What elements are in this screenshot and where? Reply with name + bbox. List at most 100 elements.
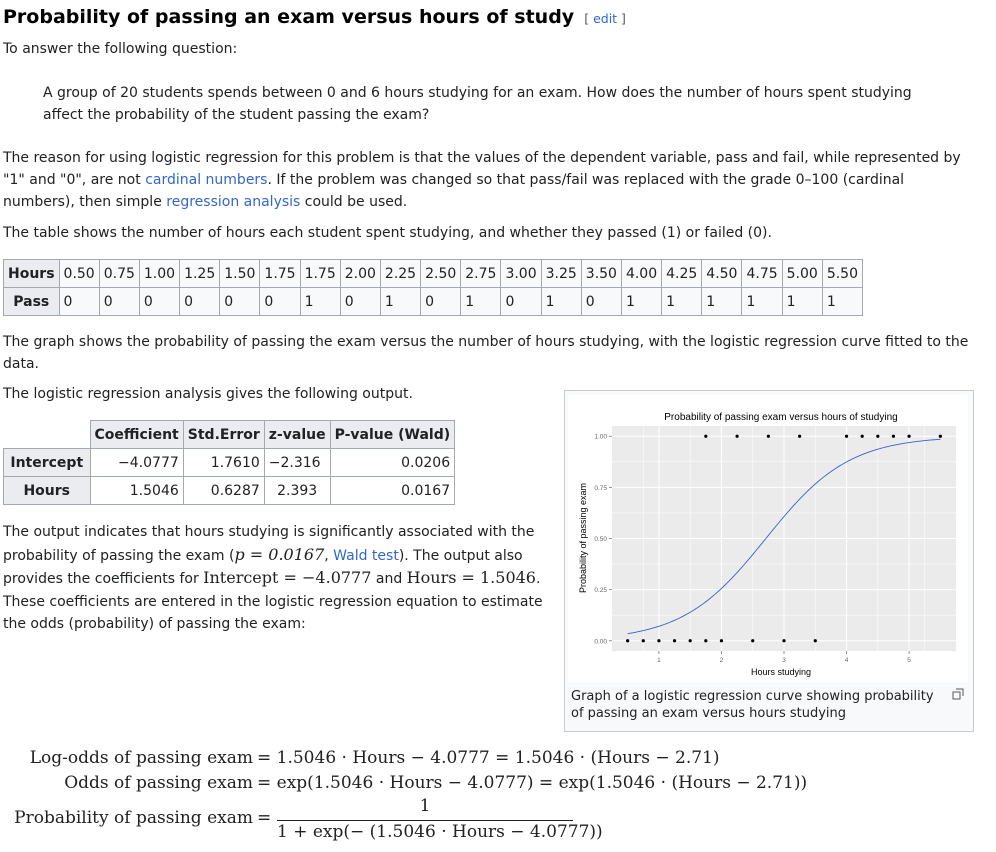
hours-pass-table: Hours 0.50 0.75 1.00 1.25 1.50 1.75 1.75… [3,259,863,316]
y-tick-label: 0.00 [594,638,607,645]
p-value-cell: 0.0206 [329,448,456,477]
pass-cell: 1 [620,287,663,316]
data-point [735,434,739,438]
pass-cell: 0 [420,287,462,316]
data-point [641,639,645,643]
pass-cell: 0 [98,287,140,316]
data-point [844,434,849,438]
pass-row: Pass 0 0 0 0 0 0 1 0 1 0 1 0 1 0 1 1 1 1… [3,287,863,316]
hours-math: Hours = 1.5046 [406,568,536,587]
pass-cell: 1 [821,287,863,316]
equation-1-lhs: Log-odds of passing exam [29,748,253,768]
x-tick-label: 3 [782,657,786,664]
table-intro: The table shows the number of hours each… [3,225,772,241]
reason-paragraph: The reason for using logistic regression… [3,150,961,210]
table-row: Intercept −4.0777 1.7610 −2.316 0.0206 [3,448,456,477]
table-row: Hours 1.5046 0.6287 2.393 0.0167 [3,476,456,505]
data-point [860,434,864,438]
logistic-regression-chart[interactable]: Probability of passing exam versus hours… [568,395,968,682]
regression-corner [4,421,91,449]
data-point [751,639,755,643]
pass-cell: 0 [58,287,100,316]
chart-title: Probability of passing exam versus hours… [664,412,897,423]
y-tick-label: 1.00 [594,434,607,441]
hours-row: Hours 0.50 0.75 1.00 1.25 1.50 1.75 1.75… [3,259,863,288]
equation-1-rhs: = 1.5046 · Hours − 4.0777 = 1.5046 · (Ho… [257,748,720,768]
fraction-bar [277,820,573,821]
data-point [891,434,896,438]
graph-intro: The graph shows the probability of passi… [3,334,969,372]
equation-2-rhs: = exp(1.5046 · Hours − 4.0777) = exp(1.5… [257,773,808,793]
hours-cell: 2.75 [460,259,502,288]
x-tick-label: 4 [845,657,849,664]
row-label: Intercept [3,448,91,477]
pass-row-label: Pass [3,287,60,316]
pass-cell: 1 [379,287,422,316]
pass-cell: 1 [299,287,341,316]
data-point [782,639,786,643]
col-z-value: z-value [263,420,331,449]
regression-analysis-link[interactable]: regression analysis [166,194,301,210]
y-tick-label: 0.25 [594,587,607,594]
equation-3-equals: = [257,808,272,828]
hours-cell: 4.50 [701,259,743,288]
hours-cell: 1.00 [138,259,181,288]
col-std-error: Std.Error [182,420,265,449]
hours-cell: 1.50 [219,259,261,288]
fraction-numerator: 1 [419,796,431,816]
hours-cell: 2.25 [379,259,422,288]
y-tick-label: 0.75 [594,485,607,492]
regression-header-row: Coefficient Std.Error z-value P-value (W… [4,420,456,449]
analysis-intro: The logistic regression analysis gives t… [3,386,413,402]
hours-cell: 0.50 [58,259,100,288]
x-axis-label: Hours studying [751,667,811,677]
data-point [704,639,708,643]
edit-link[interactable]: edit [593,11,618,26]
section-heading: Probability of passing an exam versus ho… [3,6,626,28]
question-quote: A group of 20 students spends between 0 … [43,85,912,123]
y-axis-label: Probability of passing exam [578,483,588,593]
pass-cell: 1 [460,287,502,316]
hours-cell: 2.00 [339,259,381,288]
std-error-cell: 0.6287 [182,476,265,505]
data-point [907,434,911,438]
magnify-clip-icon[interactable] [952,688,964,700]
col-coefficient: Coefficient [89,420,184,449]
hours-cell: 5.50 [821,259,863,288]
hours-cell: 4.75 [741,259,783,288]
data-point [672,639,677,643]
cardinal-numbers-link[interactable]: cardinal numbers [145,172,268,188]
pass-cell: 0 [259,287,301,316]
fraction-denominator: 1 + exp(− (1.5046 · Hours − 4.0777)) [277,822,603,842]
regression-table: Coefficient Std.Error z-value P-value (W… [3,420,456,505]
row-label: Hours [3,476,91,505]
z-value-cell: −2.316 [263,448,331,477]
hours-cell: 4.00 [620,259,663,288]
pass-cell: 0 [500,287,542,316]
hours-cell: 4.25 [661,259,703,288]
z-value-cell: 2.393 [263,476,331,505]
data-point [766,434,770,438]
pass-cell: 1 [540,287,582,316]
hours-cell: 3.50 [580,259,622,288]
x-tick-label: 2 [720,657,724,664]
hours-cell: 2.50 [420,259,462,288]
hours-cell: 1.25 [179,259,221,288]
pass-cell: 0 [179,287,221,316]
data-point [657,639,661,643]
x-tick-label: 5 [907,657,911,664]
data-point [626,639,630,643]
hours-cell: 3.25 [540,259,582,288]
pass-cell: 0 [339,287,381,316]
p-value-cell: 0.0167 [329,476,456,505]
intro-text: To answer the following question: [3,41,238,57]
wald-test-link[interactable]: Wald test [333,547,399,564]
data-point [704,434,708,438]
figure-caption: Graph of a logistic regression curve sho… [571,689,934,721]
pass-cell: 1 [661,287,703,316]
equation-3-lhs: Probability of passing exam [14,808,253,828]
edit-section: [ edit ] [584,11,626,26]
data-point [876,434,880,438]
pass-cell: 0 [138,287,181,316]
output-paragraph: The output indicates that hours studying… [3,524,543,632]
